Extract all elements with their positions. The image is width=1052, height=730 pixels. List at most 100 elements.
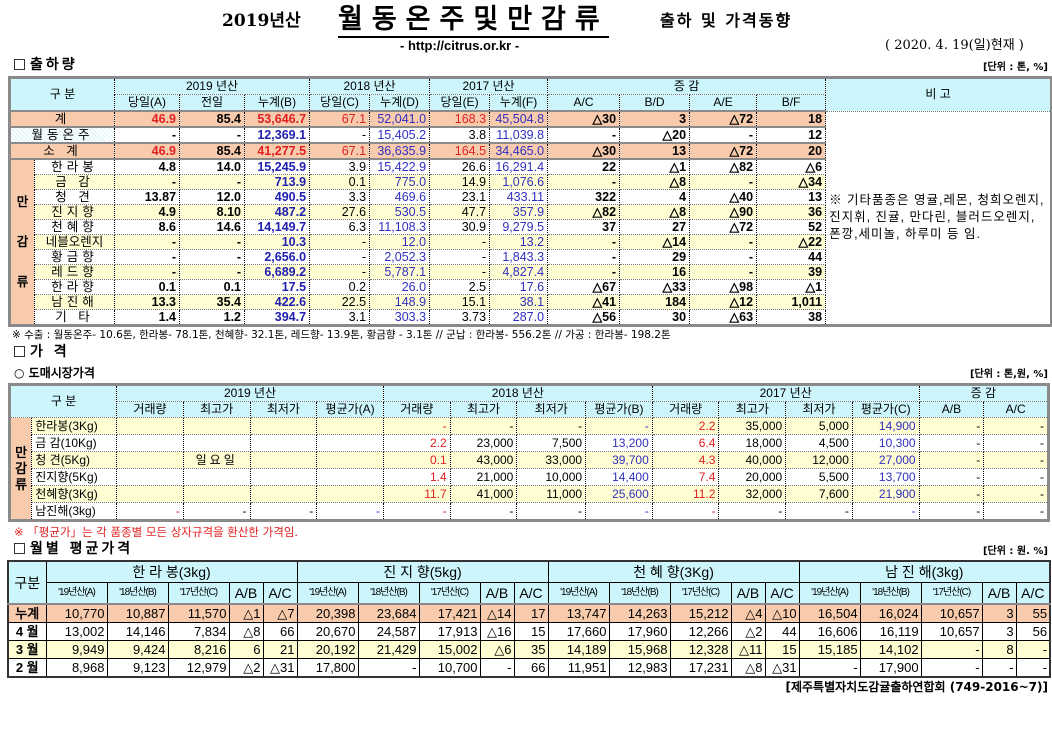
price-cell: - (718, 502, 787, 521)
cell-ac: △30 (547, 110, 621, 128)
group-header: 진 지 향(5kg) (297, 561, 549, 583)
monthly-price-cell: 9,424 (107, 640, 169, 659)
column-header: A/B (480, 582, 515, 605)
price-cell: - (983, 417, 1049, 435)
cell-b: 422.6 (244, 294, 311, 310)
monthly-price-cell: 10,657 (921, 622, 983, 641)
price-cell: - (516, 502, 587, 521)
cell-d: 36,635.9 (369, 142, 431, 160)
cell-b: 6,689.2 (244, 264, 311, 280)
remark-text: ※ 기타품종은 영귤,레몬, 청희오렌지, 진지휘, 진귤, 만다린, 블러드오… (825, 111, 1052, 327)
price-cell: - (919, 417, 985, 435)
price-cell: 18,000 (718, 434, 787, 452)
price-cell: 33,000 (516, 451, 587, 469)
cell-value: - (179, 127, 246, 144)
cell-value: 1.2 (179, 309, 246, 326)
cell-b: 10.3 (244, 234, 311, 250)
site-url[interactable]: - http://citrus.or.kr - (400, 38, 520, 53)
monthly-price-cell: 10,770 (46, 603, 108, 623)
price-cell: 23,000 (450, 434, 518, 452)
price-cell: - (516, 417, 587, 435)
group-header: 2019 년산 (116, 384, 384, 402)
monthly-price-cell: △14 (480, 603, 515, 623)
price-cell: - (919, 434, 985, 452)
cell-value: 14.6 (179, 219, 246, 235)
subsection-row: ○ 도매시장가격 [단위 : 톤,원, %] (0, 363, 1052, 383)
price-footnote: ※ 「평균가」는 각 품종별 모든 상자규격을 환산한 가격임. (14, 525, 299, 539)
cell-a: 4.9 (114, 204, 181, 220)
group-header: 2019 년산 (114, 77, 311, 95)
cell-e: 47.7 (429, 204, 491, 220)
price-cell: 5,500 (785, 468, 853, 486)
table-row: 남진해 13.3 35.4 422.6 22.5 148.9 15.1 38.1 △41 184 △… (10, 294, 1052, 310)
cell-ae: △72 (689, 142, 758, 160)
price-cell (250, 451, 318, 469)
cell-ae: △98 (689, 279, 758, 295)
cell-a: 0.1 (114, 279, 181, 295)
cell-e: 23.1 (429, 189, 491, 205)
monthly-price-cell: 13,747 (548, 603, 610, 623)
row-label: 금 감(10Kg) (31, 434, 118, 452)
price-cell: 11,000 (516, 485, 587, 503)
monthly-price-cell: 17 (514, 603, 549, 623)
row-label: 황금향 (34, 249, 116, 265)
monthly-price-cell: △1 (229, 603, 264, 623)
cell-value: 35.4 (179, 294, 246, 310)
table-row: 진지향(5Kg) 1.4 21,000 10,000 14,400 7.4 20,000 5,… (10, 468, 1049, 486)
price-cell: - (983, 451, 1049, 469)
column-header: 최저가 (785, 401, 853, 418)
row-label: 한라향 (34, 279, 116, 295)
cell-bf: △34 (756, 174, 827, 190)
price-cell: 14,400 (585, 468, 653, 486)
cell-bf: △6 (756, 159, 827, 175)
column-header: 최고가 (450, 401, 518, 418)
monthly-price-cell: 55 (1016, 603, 1051, 623)
cell-e: 168.3 (429, 110, 491, 128)
row-label: 누계 (8, 603, 47, 623)
column-header: 최저가 (516, 401, 587, 418)
header-row: 당일(A) 전일 누계(B) 당일(C) 누계(D) 당일(E) 누계(F) A/C B/D A/… (10, 94, 1052, 112)
cell-value: - (179, 234, 246, 250)
cell-ae: - (689, 174, 758, 190)
cell-value: - (179, 174, 246, 190)
column-header: B/D (619, 94, 691, 112)
price-cell: 11.2 (652, 485, 720, 503)
price-table: 구 분 2019 년산 2018 년산 2017 년산 증 감 거래량 최고가 최저가 평균가(… (8, 383, 1050, 522)
col-label: 구 분 (9, 77, 116, 112)
price-cell: 11.7 (383, 485, 451, 503)
price-cell (183, 468, 251, 486)
price-cell (183, 417, 251, 435)
table-row: 금 감(10Kg) 2.2 23,000 7,500 13,200 6.4 18,000 4,… (10, 434, 1049, 452)
cell-bf: 44 (756, 249, 827, 265)
table-row: 황금향 - -2,656.0-2,052.3-1,843.3-29-44 (10, 249, 1052, 265)
cell-f: 1,076.6 (489, 174, 549, 190)
price-cell (316, 417, 384, 435)
cell-ac: △82 (547, 204, 621, 220)
table-row: 청 견 13.87 12.0 490.5 3.3 469.6 23.1 433.11 322 4 △… (10, 189, 1052, 205)
cell-f: 9,279.5 (489, 219, 549, 235)
column-header: '17년산(C) (921, 582, 983, 605)
price-cell: - (785, 502, 853, 521)
header-row: 거래량 최고가 최저가 평균가(A) 거래량 최고가 최저가 평균가(B) 거래량 최고가 최저가 평… (10, 401, 1049, 418)
monthly-price-cell: 9,949 (46, 640, 108, 659)
group-header: 2018 년산 (309, 77, 431, 95)
price-cell: 13,200 (585, 434, 653, 452)
monthly-price-cell: 16,119 (860, 622, 922, 641)
unit-label: [단위 : 톤, %] (982, 62, 1048, 73)
row-label: 진지향 (34, 204, 116, 220)
cell-ac: 37 (547, 219, 621, 235)
monthly-price-cell: - (982, 658, 1017, 678)
monthly-price-cell: 56 (1016, 622, 1051, 641)
cell-b: 2,656.0 (244, 249, 311, 265)
row-label: 계 (9, 110, 116, 128)
monthly-price-cell: 13,002 (46, 622, 108, 641)
monthly-price-cell: 20,192 (297, 640, 359, 659)
cell-ac: - (547, 249, 621, 265)
cell-d: 775.0 (369, 174, 431, 190)
cell-bd: 30 (619, 309, 691, 326)
table-row: 기 타 1.4 1.2 394.7 3.1 303.3 3.73 287.0 △56 30 △63 3… (10, 309, 1052, 326)
section-title: 가 격 (30, 344, 70, 360)
monthly-price-cell: 12,979 (168, 658, 230, 678)
cell-d: 26.0 (369, 279, 431, 295)
cell-b: 17.5 (244, 279, 311, 295)
